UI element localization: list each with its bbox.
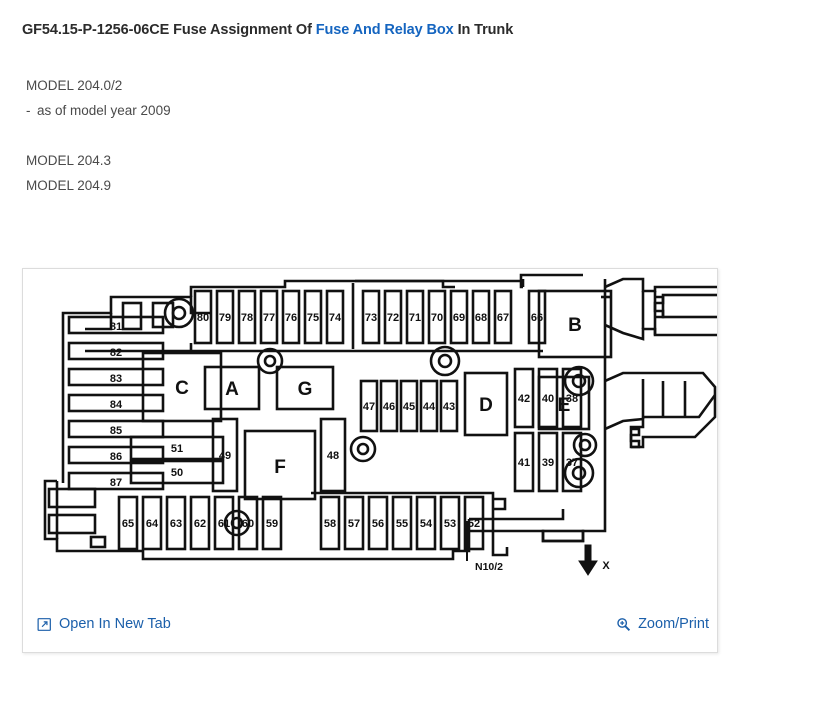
fuse-label: 63 (170, 518, 182, 530)
fuse-label-48: 48 (327, 450, 339, 462)
open-in-new-tab-label: Open In New Tab (59, 616, 171, 632)
model-bullet-dash: - (26, 103, 31, 118)
fuse-label: 81 (110, 321, 122, 333)
fuse-label: 40 (542, 393, 554, 405)
fuse-label: 70 (431, 312, 443, 324)
fuse-label: 61 (218, 518, 230, 530)
fuse-label: 64 (146, 518, 159, 530)
fuse-label: 87 (110, 477, 122, 489)
open-in-new-tab-button[interactable]: Open In New Tab (37, 616, 171, 632)
fuse-label: 51 (171, 443, 183, 455)
relay-block-g: G (298, 379, 313, 400)
model-list: MODEL 204.0/2 - as of model year 2009 MOD… (26, 73, 171, 198)
relay-block-a: A (225, 379, 239, 400)
fuse-label: 68 (475, 312, 487, 324)
fuse-label: 53 (444, 518, 456, 530)
fuse-label: 54 (420, 518, 433, 530)
fuse-label: 72 (387, 312, 399, 324)
fuse-label: 84 (110, 399, 123, 411)
fuse-label: 75 (307, 312, 319, 324)
model-line-4: MODEL 204.9 (26, 178, 112, 193)
fuse-label: 58 (324, 518, 336, 530)
relay-block-labels: C A G F D B E (175, 315, 582, 478)
external-link-icon (37, 617, 52, 632)
fuse-label: 37 (566, 457, 578, 469)
direction-label-x: X (602, 560, 610, 572)
fuse-label: 74 (329, 312, 342, 324)
fuse-label: 42 (518, 393, 530, 405)
fuse-labels-bottom-left: 65 64 63 62 61 60 59 (122, 518, 278, 530)
fuse-label: 80 (197, 312, 209, 324)
fuse-label: 59 (266, 518, 278, 530)
fuse-label: 43 (443, 401, 455, 413)
fuse-relay-box-link[interactable]: Fuse And Relay Box (315, 22, 454, 38)
fuse-label-66: 66 (531, 312, 543, 324)
fuse-label: 62 (194, 518, 206, 530)
fuse-label: 85 (110, 425, 122, 437)
fuse-label: 77 (263, 312, 275, 324)
fuse-labels-51-50: 51 50 (171, 443, 183, 479)
relay-block-e: E (558, 395, 571, 416)
model-line-1: MODEL 204.0/2 (26, 78, 123, 93)
fuse-label: 56 (372, 518, 384, 530)
fuse-label: 60 (242, 518, 254, 530)
fuse-label: 55 (396, 518, 408, 530)
fuse-label: 65 (122, 518, 134, 530)
magnifier-plus-icon (616, 617, 631, 632)
component-caption-n10-2: N10/2 (475, 561, 503, 573)
fuse-label: 46 (383, 401, 395, 413)
zoom-print-button[interactable]: Zoom/Print (616, 616, 709, 632)
fuse-label: 78 (241, 312, 253, 324)
fuse-label: 69 (453, 312, 465, 324)
title-text-before: Fuse Assignment Of (173, 22, 312, 38)
fuse-label: 41 (518, 457, 530, 469)
fuse-label: 73 (365, 312, 377, 324)
zoom-print-label: Zoom/Print (638, 616, 709, 632)
fuse-label-49: 49 (219, 450, 231, 462)
diagram-panel: 80 79 78 77 76 75 74 73 72 71 70 69 (22, 268, 718, 653)
fuse-label: 38 (566, 393, 578, 405)
fuse-labels-grid: 42 40 38 41 39 37 (518, 393, 578, 469)
relay-block-c: C (175, 378, 189, 399)
fuse-labels-bottom-right: 58 57 56 55 54 53 52 (324, 518, 480, 530)
fuse-label: 47 (363, 401, 375, 413)
model-line-2: - as of model year 2009 (26, 98, 171, 123)
fuse-label: 50 (171, 467, 183, 479)
fuse-labels-middle: 47 46 45 44 43 (363, 401, 455, 413)
fuse-label: 57 (348, 518, 360, 530)
document-id: GF54.15-P-1256-06CE (22, 22, 170, 38)
model-line-2-text: as of model year 2009 (37, 103, 171, 118)
title-text-after: In Trunk (457, 22, 514, 38)
fuse-label: 83 (110, 373, 122, 385)
fuse-label: 79 (219, 312, 231, 324)
fuse-label: 86 (110, 451, 122, 463)
fuse-label: 45 (403, 401, 415, 413)
fuse-labels-top-left: 80 79 78 77 76 75 74 (197, 312, 342, 324)
fuse-labels-left-column: 81 82 83 84 85 86 87 (110, 321, 123, 489)
fuse-label: 82 (110, 347, 122, 359)
relay-block-d: D (479, 395, 493, 416)
fuse-label: 52 (468, 518, 480, 530)
relay-block-f: F (274, 457, 286, 478)
fuse-label: 44 (423, 401, 436, 413)
fuse-labels-top-right: 73 72 71 70 69 68 67 66 (365, 312, 543, 324)
fuse-label: 76 (285, 312, 297, 324)
fuse-box-diagram[interactable]: 80 79 78 77 76 75 74 73 72 71 70 69 (23, 269, 717, 609)
relay-block-b: B (568, 315, 582, 336)
fuse-label: 67 (497, 312, 509, 324)
fuse-label: 71 (409, 312, 421, 324)
panel-footer: Open In New Tab Zoom/Print (23, 616, 719, 646)
fuse-label: 39 (542, 457, 554, 469)
model-line-3: MODEL 204.3 (26, 153, 112, 168)
direction-arrow-icon (578, 544, 598, 576)
page-title: GF54.15-P-1256-06CE Fuse Assignment Of F… (22, 22, 513, 38)
